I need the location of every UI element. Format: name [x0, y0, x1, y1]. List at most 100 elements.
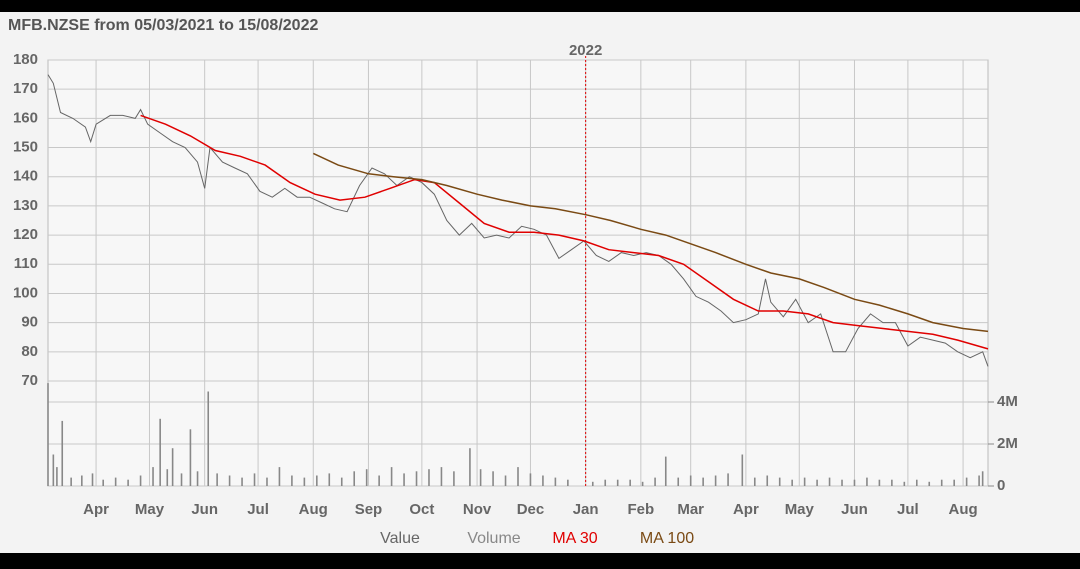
y-tick-label: 100	[13, 284, 38, 301]
volume-bar	[196, 471, 199, 486]
volume-bar	[152, 467, 154, 486]
volume-bar	[291, 475, 293, 486]
volume-bar	[403, 473, 405, 486]
volume-bar	[70, 477, 72, 486]
volume-bar	[166, 469, 169, 486]
volume-bar	[47, 383, 49, 486]
volume-bar	[469, 448, 471, 486]
annotation-label: 2022	[569, 42, 602, 59]
x-tick-label: Aug	[948, 501, 977, 518]
volume-bar	[778, 477, 781, 486]
volume-bar	[677, 477, 680, 486]
volume-bar	[228, 475, 231, 486]
volume-bar	[102, 479, 104, 486]
volume-bar	[529, 473, 532, 486]
volume-bar	[316, 475, 318, 486]
x-tick-label: Jun	[841, 501, 868, 518]
x-tick-label: Aug	[299, 501, 328, 518]
y-tick-label: 90	[21, 314, 38, 331]
volume-bar	[266, 477, 268, 486]
volume-bar	[714, 475, 717, 486]
volume-bar	[492, 471, 494, 486]
volume-bar	[241, 477, 243, 486]
y2-tick-label: 0	[997, 477, 1005, 494]
volume-bar	[689, 475, 692, 486]
volume-bar	[139, 475, 142, 486]
volume-bar	[928, 481, 931, 486]
y-tick-label: 130	[13, 197, 38, 214]
x-tick-label: Jan	[573, 501, 599, 518]
legend-entry: MA 100	[640, 530, 694, 547]
volume-bar	[878, 479, 881, 486]
volume-bar	[766, 475, 769, 486]
x-tick-label: Oct	[409, 501, 434, 518]
volume-bar	[189, 429, 192, 486]
volume-bar	[591, 481, 594, 486]
volume-bar	[853, 479, 856, 486]
volume-bar	[915, 479, 918, 486]
volume-bar	[816, 479, 818, 486]
volume-bar	[180, 473, 183, 486]
y-tick-label: 150	[13, 139, 38, 156]
legend-entry: Value	[380, 530, 420, 547]
volume-bar	[604, 479, 607, 486]
x-tick-label: Dec	[517, 501, 545, 518]
volume-bar	[828, 477, 831, 486]
volume-bar	[517, 467, 519, 486]
volume-bar	[52, 454, 55, 486]
legend-entry: MA 30	[552, 530, 597, 547]
x-tick-label: Nov	[463, 501, 492, 518]
volume-bar	[803, 477, 806, 486]
x-tick-label: Apr	[83, 501, 109, 518]
volume-bar	[428, 469, 430, 486]
volume-bar	[978, 475, 980, 486]
y-tick-label: 160	[13, 109, 38, 126]
bottom-bar	[0, 553, 1080, 569]
chart-title: MFB.NZSE from 05/03/2021 to 15/08/2022	[8, 17, 318, 34]
x-tick-label: Sep	[355, 501, 383, 518]
legend-entry: Volume	[467, 530, 520, 547]
volume-bar	[479, 469, 482, 486]
volume-bar	[554, 477, 557, 486]
volume-bar	[504, 475, 507, 486]
volume-bar	[940, 479, 943, 486]
volume-bar	[841, 479, 843, 486]
plot-area	[47, 59, 989, 487]
volume-bar	[453, 471, 455, 486]
y-tick-label: 180	[13, 51, 38, 68]
y2-tick-label: 4M	[997, 393, 1018, 410]
volume-bar	[390, 467, 393, 486]
volume-bar	[81, 475, 83, 486]
volume-bar	[365, 469, 368, 486]
x-tick-label: Feb	[628, 501, 655, 518]
y2-tick-label: 2M	[997, 435, 1018, 452]
volume-bar	[702, 477, 704, 486]
volume-bar	[440, 467, 443, 486]
volume-bar	[542, 475, 544, 486]
y-tick-label: 120	[13, 226, 38, 243]
volume-bar	[171, 448, 174, 486]
volume-bar	[328, 473, 331, 486]
volume-bar	[641, 481, 644, 486]
x-tick-label: Jun	[191, 501, 218, 518]
series-line	[47, 74, 989, 367]
volume-bar	[629, 479, 631, 486]
volume-bar	[654, 477, 656, 486]
volume-bar	[216, 473, 218, 486]
volume-bar	[127, 479, 129, 486]
y-tick-label: 170	[13, 80, 38, 97]
volume-bar	[207, 391, 210, 486]
top-bar	[0, 0, 1080, 12]
volume-bar	[616, 479, 619, 486]
volume-bar	[303, 477, 306, 486]
volume-bar	[741, 454, 744, 486]
volume-bar	[278, 467, 281, 486]
volume-bar	[114, 477, 117, 486]
x-tick-label: Jul	[897, 501, 919, 518]
x-tick-label: May	[785, 501, 815, 518]
x-tick-label: May	[135, 501, 165, 518]
volume-bar	[903, 481, 906, 486]
volume-bar	[791, 479, 793, 486]
